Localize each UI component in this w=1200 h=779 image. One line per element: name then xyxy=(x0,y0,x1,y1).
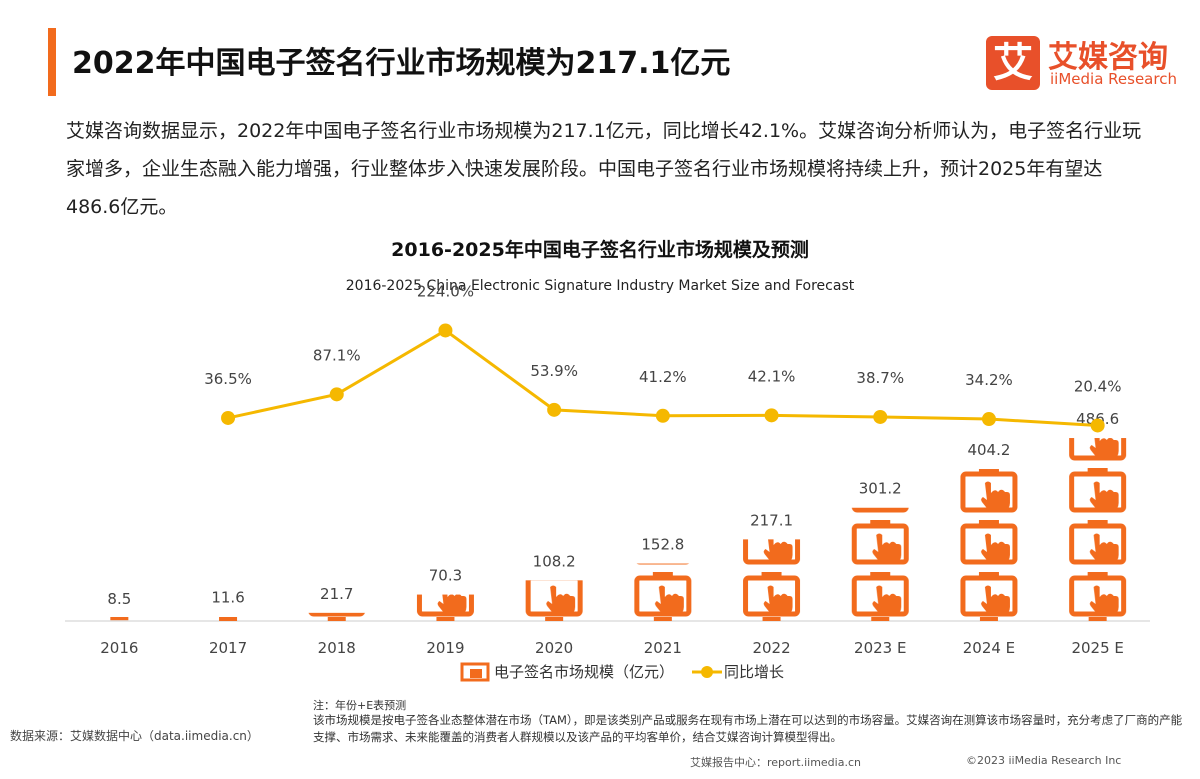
growth-label: 87.1% xyxy=(313,346,361,364)
growth-label: 41.2% xyxy=(639,368,687,386)
growth-label: 42.1% xyxy=(748,367,796,385)
x-tick-label: 2023 E xyxy=(854,639,906,657)
bar-value-label: 217.1 xyxy=(750,511,793,529)
legend-label: 电子签名市场规模（亿元） xyxy=(494,663,674,681)
footer-copyright: ©2023 iiMedia Research Inc xyxy=(966,754,1122,767)
bar-base xyxy=(762,617,781,621)
bar-value-label: 108.2 xyxy=(533,552,576,570)
bar-value-label: 404.2 xyxy=(967,441,1010,459)
bar-base xyxy=(1088,617,1107,621)
legend-swatch xyxy=(470,669,482,678)
x-tick-label: 2021 xyxy=(644,639,682,657)
growth-label: 38.7% xyxy=(856,369,904,387)
growth-label: 53.9% xyxy=(530,362,578,380)
bar xyxy=(1063,438,1132,621)
legend-label: 同比增长 xyxy=(724,663,784,681)
growth-point xyxy=(655,408,670,423)
bar xyxy=(520,580,589,621)
chart-subtitle: 2016-2025 China Electronic Signature Ind… xyxy=(346,278,855,294)
bar-base xyxy=(436,617,455,621)
chart-title: 2016-2025年中国电子签名行业市场规模及预测 xyxy=(391,238,809,261)
bar-base xyxy=(871,617,890,621)
bar xyxy=(628,563,697,621)
growth-point xyxy=(438,323,453,338)
x-tick-label: 2017 xyxy=(209,639,247,657)
growth-point xyxy=(221,410,236,425)
intro-text: 艾媒咨询数据显示，2022年中国电子签名行业市场规模为217.1亿元，同比增长4… xyxy=(66,120,1142,218)
bar xyxy=(302,612,371,621)
logo-name: 艾媒咨询 xyxy=(1048,40,1168,75)
growth-point xyxy=(329,387,344,402)
title-accent xyxy=(48,28,56,96)
bar-base xyxy=(653,617,672,621)
legend-swatch xyxy=(460,662,490,682)
growth-label: 34.2% xyxy=(965,371,1013,389)
note-text: 该市场规模是按电子签各业态整体潜在市场（TAM），即是该类别产品或服务在现有市场… xyxy=(313,713,1183,744)
bar-value-label: 152.8 xyxy=(641,536,684,554)
x-tick-label: 2020 xyxy=(535,639,573,657)
bar-value-label: 21.7 xyxy=(320,585,353,603)
bar xyxy=(737,539,806,621)
growth-label: 36.5% xyxy=(204,370,252,388)
growth-point xyxy=(764,408,779,423)
source: 数据来源：艾媒数据中心（data.iimedia.cn） xyxy=(10,729,259,743)
x-tick-label: 2022 xyxy=(752,639,790,657)
x-tick-label: 2018 xyxy=(318,639,356,657)
bar-value-label: 301.2 xyxy=(859,480,902,498)
bar-base xyxy=(545,617,564,621)
growth-point xyxy=(1090,418,1105,433)
bar-base xyxy=(327,617,346,621)
growth-point xyxy=(981,412,996,427)
x-tick-label: 2025 E xyxy=(1071,639,1123,657)
bar-base xyxy=(110,617,129,621)
logo-subname: iiMedia Research xyxy=(1050,70,1177,88)
bar-base xyxy=(219,617,238,621)
bar-base xyxy=(979,617,998,621)
bar-value-label: 8.5 xyxy=(107,590,131,608)
note-label: 注：年份+E表预测 xyxy=(313,699,407,712)
growth-point xyxy=(873,409,888,424)
growth-label: 20.4% xyxy=(1074,377,1122,395)
logo-mark: 艾 xyxy=(986,36,1040,90)
bar-value-label: 11.6 xyxy=(211,589,244,607)
legend-swatch xyxy=(701,666,713,678)
bar xyxy=(411,594,480,621)
x-tick-label: 2016 xyxy=(100,639,138,657)
x-tick-label: 2019 xyxy=(426,639,464,657)
footer-site: 艾媒报告中心：report.iimedia.cn xyxy=(690,756,861,769)
page-title: 2022年中国电子签名行业市场规模为217.1亿元 xyxy=(72,46,731,81)
bar xyxy=(954,469,1023,621)
x-tick-label: 2024 E xyxy=(963,639,1015,657)
bar-value-label: 70.3 xyxy=(429,567,462,585)
growth-point xyxy=(547,402,562,417)
bar xyxy=(846,507,915,621)
growth-label: 224.0% xyxy=(417,282,474,300)
